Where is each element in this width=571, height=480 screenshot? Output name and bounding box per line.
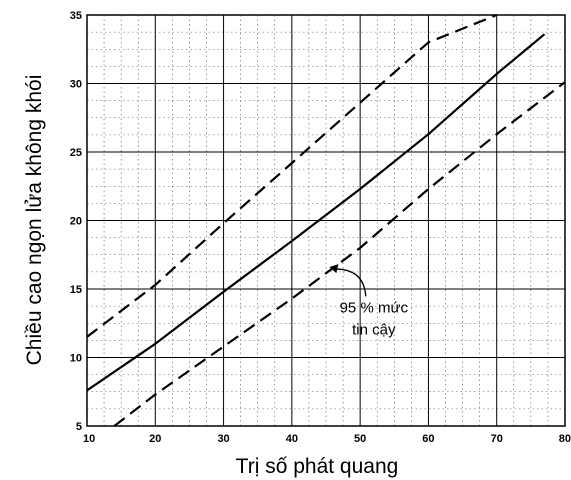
y-tick-label: 35 [70, 10, 82, 22]
plot-frame [86, 14, 566, 427]
x-tick-label: 80 [559, 433, 571, 445]
x-tick-label: 10 [83, 433, 95, 445]
x-tick-label: 20 [149, 433, 161, 445]
y-tick-label: 5 [76, 421, 82, 433]
x-tick-label: 30 [217, 433, 229, 445]
regression-line [86, 33, 546, 392]
annotation-line-2: tin cậy [352, 321, 396, 338]
major-grid [87, 15, 565, 426]
upper-confidence-line [86, 13, 498, 338]
x-tick-label: 70 [491, 433, 503, 445]
y-tick-label: 20 [70, 216, 82, 228]
annotation-arrowhead [329, 264, 339, 274]
annotation-line-1: 95 % mức [340, 299, 409, 316]
x-tick-label: 40 [286, 433, 298, 445]
y-axis-title: Chiều cao ngọn lửa không khói [23, 75, 46, 366]
x-tick-labels: 10 20 30 40 50 60 70 80 [83, 433, 571, 445]
y-tick-label: 15 [70, 284, 82, 296]
confidence-annotation: 95 % mức tin cậy [329, 264, 408, 338]
x-axis-title: Trị số phát quang [236, 455, 399, 478]
y-tick-labels: 5 10 15 20 25 30 35 [70, 10, 82, 433]
x-tick-label: 50 [354, 433, 366, 445]
x-tick-label: 60 [422, 433, 434, 445]
lower-confidence-line [113, 81, 566, 427]
y-tick-label: 30 [70, 79, 82, 91]
y-tick-label: 25 [70, 147, 82, 159]
series-layer [86, 13, 566, 427]
annotation-arrow [335, 268, 367, 297]
y-tick-label: 10 [70, 353, 82, 365]
